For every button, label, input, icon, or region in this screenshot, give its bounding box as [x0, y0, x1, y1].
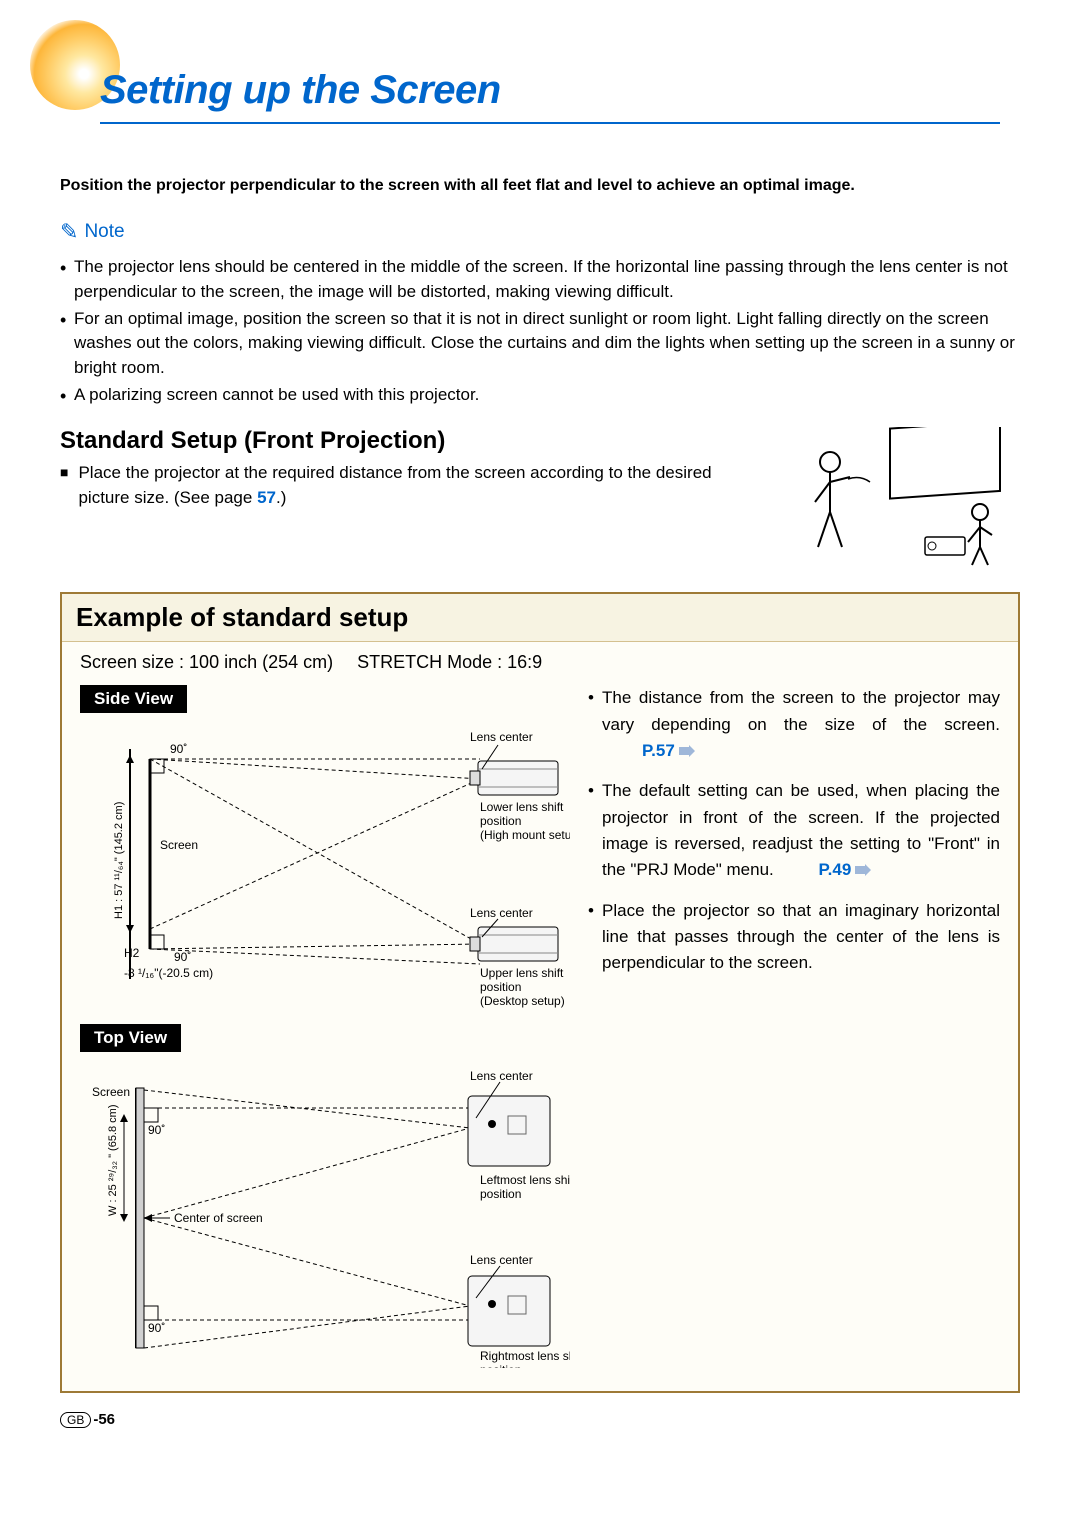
- svg-text:90˚: 90˚: [170, 742, 187, 756]
- page-ref-57[interactable]: 57: [257, 488, 276, 507]
- standard-text: Place the projector at the required dist…: [78, 461, 750, 510]
- svg-text:90˚: 90˚: [174, 950, 191, 964]
- example-note-item: The distance from the screen to the proj…: [588, 685, 1000, 764]
- example-note-item: The default setting can be used, when pl…: [588, 778, 1000, 883]
- note-label: Note: [84, 221, 124, 243]
- side-view-diagram: 90˚ 90˚ H1 : 57 ¹¹/₆₄" (145.2 cm) Screen…: [80, 719, 570, 1019]
- example-meta: Screen size : 100 inch (254 cm)STRETCH M…: [80, 652, 1000, 673]
- svg-text:Screen: Screen: [160, 838, 198, 852]
- example-box: Example of standard setup Screen size : …: [60, 592, 1020, 1393]
- svg-text:position: position: [480, 814, 521, 828]
- note-item: A polarizing screen cannot be used with …: [60, 383, 1020, 408]
- standard-heading: Standard Setup (Front Projection): [60, 427, 750, 455]
- example-note-item: Place the projector so that an imaginary…: [588, 898, 1000, 977]
- svg-text:Lower lens shift: Lower lens shift: [480, 800, 564, 814]
- svg-text:(Desktop setup): (Desktop setup): [480, 994, 565, 1008]
- page-ref-link[interactable]: P.57: [642, 738, 695, 764]
- svg-text:Rightmost lens shift: Rightmost lens shift: [480, 1349, 570, 1363]
- title-underline: [100, 122, 1000, 124]
- svg-text:90˚: 90˚: [148, 1123, 165, 1137]
- svg-text:position: position: [480, 980, 521, 994]
- page-footer: GB -56: [60, 1411, 1020, 1428]
- svg-text:Lens center: Lens center: [470, 1069, 533, 1083]
- svg-text:-8 ¹/₁₆"(-20.5 cm): -8 ¹/₁₆"(-20.5 cm): [124, 966, 213, 980]
- note-header: ✎ Note: [60, 219, 1020, 245]
- standard-setup-row: Standard Setup (Front Projection) ■ Plac…: [60, 427, 1020, 572]
- page-header: Setting up the Screen: [60, 40, 1020, 150]
- svg-text:Lens center: Lens center: [470, 730, 533, 744]
- footer-badge: GB: [60, 1412, 91, 1428]
- standard-illustration: [770, 427, 1020, 572]
- example-title: Example of standard setup: [76, 602, 1004, 633]
- square-bullet-icon: ■: [60, 461, 68, 510]
- arrow-right-icon: [679, 745, 695, 757]
- page-ref-link[interactable]: P.49: [819, 857, 872, 883]
- svg-text:(High mount setup): (High mount setup): [480, 828, 570, 842]
- note-list: The projector lens should be centered in…: [60, 255, 1020, 407]
- note-item: The projector lens should be centered in…: [60, 255, 1020, 304]
- svg-text:Lens center: Lens center: [470, 1253, 533, 1267]
- svg-text:position: position: [480, 1187, 521, 1201]
- svg-text:W : 25 ²⁹/₃₂ " (65.8 cm): W : 25 ²⁹/₃₂ " (65.8 cm): [107, 1105, 119, 1217]
- top-view-label: Top View: [80, 1024, 181, 1052]
- svg-text:H1 : 57 ¹¹/₆₄" (145.2 cm): H1 : 57 ¹¹/₆₄" (145.2 cm): [113, 802, 125, 919]
- note-item: For an optimal image, position the scree…: [60, 307, 1020, 381]
- svg-text:90˚: 90˚: [148, 1321, 165, 1335]
- standard-bullet: ■ Place the projector at the required di…: [60, 461, 750, 510]
- side-view-label: Side View: [80, 685, 187, 713]
- svg-text:Upper lens shift: Upper lens shift: [480, 966, 564, 980]
- footer-page-number: -56: [93, 1411, 115, 1428]
- note-icon: ✎: [60, 219, 78, 245]
- svg-text:position: position: [480, 1363, 521, 1368]
- svg-text:H2: H2: [124, 946, 140, 960]
- top-view-diagram: Screen 90˚ 90˚ W : 25 ²⁹/₃₂ " (65.8 cm) …: [80, 1058, 570, 1368]
- svg-text:Lens center: Lens center: [470, 906, 533, 920]
- svg-text:Leftmost lens shift: Leftmost lens shift: [480, 1173, 570, 1187]
- intro-text: Position the projector perpendicular to …: [60, 175, 1020, 197]
- page-title: Setting up the Screen: [100, 68, 501, 113]
- example-notes: The distance from the screen to the proj…: [588, 685, 1000, 990]
- svg-text:Screen: Screen: [92, 1085, 130, 1099]
- svg-text:Center of screen: Center of screen: [174, 1211, 263, 1225]
- arrow-right-icon: [855, 864, 871, 876]
